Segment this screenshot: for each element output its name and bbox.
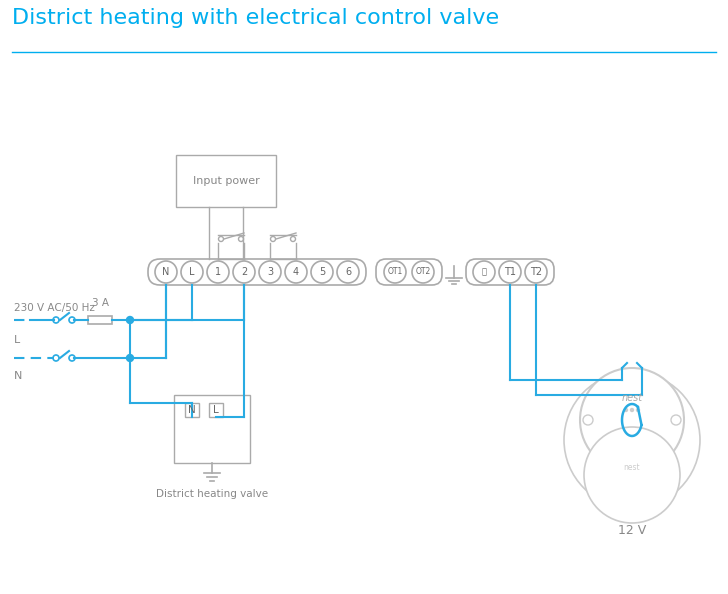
Text: Input power: Input power (193, 176, 259, 186)
Circle shape (473, 261, 495, 283)
Circle shape (525, 261, 547, 283)
Circle shape (53, 317, 59, 323)
Text: 1: 1 (215, 267, 221, 277)
Circle shape (285, 261, 307, 283)
Text: T1: T1 (504, 267, 516, 277)
Text: 6: 6 (345, 267, 351, 277)
Circle shape (636, 409, 639, 412)
Text: T2: T2 (530, 267, 542, 277)
Circle shape (218, 236, 223, 242)
Circle shape (290, 236, 296, 242)
Text: N: N (14, 371, 23, 381)
Text: District heating valve: District heating valve (156, 489, 268, 499)
Text: L: L (189, 267, 195, 277)
Circle shape (337, 261, 359, 283)
FancyBboxPatch shape (466, 259, 554, 285)
Text: 3 A: 3 A (92, 298, 108, 308)
Ellipse shape (564, 372, 700, 508)
Text: 230 V AC/50 Hz: 230 V AC/50 Hz (14, 303, 95, 313)
Circle shape (233, 261, 255, 283)
Text: nest: nest (624, 463, 641, 472)
Circle shape (384, 261, 406, 283)
FancyBboxPatch shape (176, 155, 276, 207)
Circle shape (499, 261, 521, 283)
Text: N: N (188, 405, 196, 415)
Text: 2: 2 (241, 267, 247, 277)
FancyBboxPatch shape (174, 395, 250, 463)
Circle shape (583, 415, 593, 425)
Circle shape (271, 236, 275, 242)
Text: nest: nest (622, 393, 643, 403)
Circle shape (127, 355, 133, 362)
Text: OT1: OT1 (387, 267, 403, 276)
Circle shape (625, 409, 628, 412)
Circle shape (69, 355, 75, 361)
Circle shape (584, 427, 680, 523)
Circle shape (181, 261, 203, 283)
Circle shape (630, 409, 633, 412)
Circle shape (239, 236, 243, 242)
Circle shape (127, 317, 133, 324)
Text: ⏚: ⏚ (481, 267, 486, 276)
Text: N: N (162, 267, 170, 277)
FancyBboxPatch shape (209, 403, 223, 417)
Text: 4: 4 (293, 267, 299, 277)
FancyBboxPatch shape (623, 449, 641, 459)
Circle shape (69, 317, 75, 323)
Text: 12 V: 12 V (618, 523, 646, 536)
FancyBboxPatch shape (376, 259, 442, 285)
Circle shape (53, 355, 59, 361)
Text: District heating with electrical control valve: District heating with electrical control… (12, 8, 499, 28)
Circle shape (311, 261, 333, 283)
Text: 5: 5 (319, 267, 325, 277)
Text: OT2: OT2 (416, 267, 431, 276)
Circle shape (580, 368, 684, 472)
Circle shape (155, 261, 177, 283)
FancyBboxPatch shape (148, 259, 366, 285)
FancyBboxPatch shape (185, 403, 199, 417)
Text: 3: 3 (267, 267, 273, 277)
Circle shape (259, 261, 281, 283)
FancyBboxPatch shape (88, 316, 112, 324)
Circle shape (671, 415, 681, 425)
Circle shape (412, 261, 434, 283)
Text: L: L (213, 405, 219, 415)
Circle shape (207, 261, 229, 283)
Text: L: L (14, 335, 20, 345)
